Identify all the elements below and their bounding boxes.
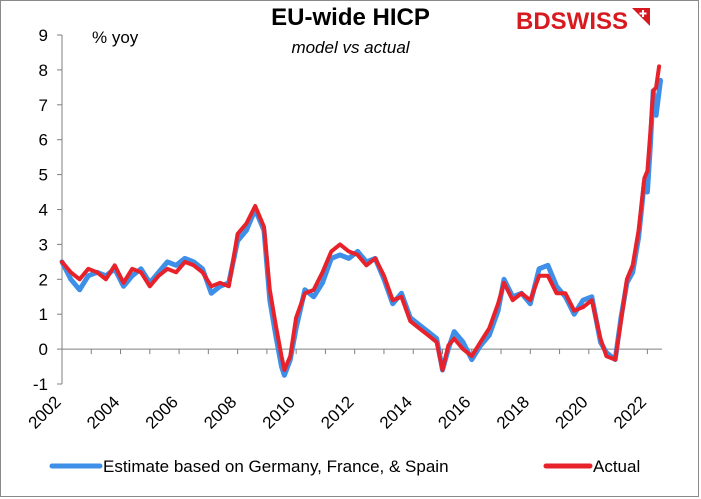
axes: -1 0 1 2 3 4 5 6 7 8 9 % yoy 2002 2004 2006 2008 2010 201… [25,26,662,433]
y-tick-label: 0 [39,340,48,359]
x-tick-label: 2020 [551,392,591,432]
y-tick-label: 6 [39,131,48,150]
legend-label: Actual [593,457,640,476]
legend-label: Estimate based on Germany, France, & Spa… [103,457,449,476]
x-tick-label: 2012 [317,392,357,432]
chart-subtitle: model vs actual [291,38,410,57]
x-tick-label: 2018 [493,392,533,432]
swiss-cross-icon [632,8,651,26]
y-tick-label: -1 [33,375,48,394]
brand-logo: BDSWISS [516,8,651,36]
y-tick-label: 4 [39,201,48,220]
y-tick-label: 9 [39,26,48,45]
chart-title: EU-wide HICP [271,4,430,31]
x-tick-label: 2022 [610,392,650,432]
y-tick-label: 3 [39,235,48,254]
series-line-estimate [59,77,663,378]
y-tick-label: 7 [39,96,48,115]
brand-logo-text: BDSWISS [516,8,629,35]
y-axis-label: % yoy [92,28,139,47]
x-tick-label: 2008 [200,392,240,432]
x-tick-label: 2016 [434,392,474,432]
y-tick-label: 8 [39,61,48,80]
series-layer [59,64,663,378]
x-tick-label: 2010 [259,392,299,432]
series-line-actual [60,64,662,372]
x-tick-label: 2006 [142,392,182,432]
x-tick-label: 2002 [25,392,65,432]
y-tick-label: 2 [39,270,48,289]
x-tick-label: 2014 [376,392,416,432]
y-tick-label: 1 [39,305,48,324]
legend: Estimate based on Germany, France, & Spa… [49,457,640,476]
x-tick-label: 2004 [83,392,123,432]
y-tick-label: 5 [39,166,48,185]
